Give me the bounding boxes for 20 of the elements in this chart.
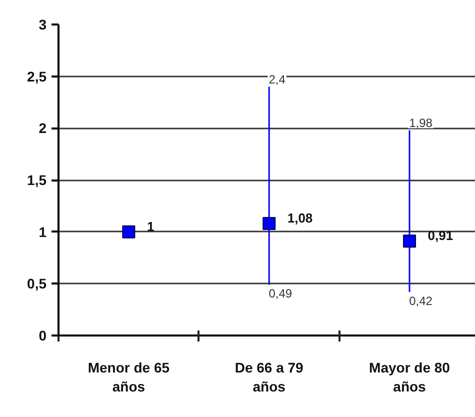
- y-tick-label: 2: [38, 120, 47, 136]
- x-tick-label: Menor de 65 años: [88, 360, 170, 395]
- annotation: 1,98: [409, 116, 433, 130]
- y-tick-label: 0,5: [27, 276, 47, 292]
- y-tick-label: 3: [38, 16, 47, 32]
- y-tick-label: 2,5: [27, 68, 47, 84]
- x-tick-label: De 66 a 79 años: [234, 360, 304, 395]
- data-label: 1: [146, 218, 154, 234]
- data-label: 0,91: [428, 228, 454, 244]
- point: [262, 217, 276, 230]
- point: [122, 225, 136, 238]
- y-tick-label: 1,5: [27, 172, 47, 188]
- point: [403, 234, 416, 248]
- annotation: 0,49: [268, 286, 292, 301]
- annotation: 0,42: [409, 294, 433, 308]
- data-label: 1,08: [287, 210, 313, 226]
- x-tick-label: Mayor de 80 años: [369, 360, 450, 395]
- annotation: 2,4: [268, 72, 286, 87]
- y-tick-label: 0: [38, 328, 47, 344]
- y-tick-label: 1: [38, 224, 47, 240]
